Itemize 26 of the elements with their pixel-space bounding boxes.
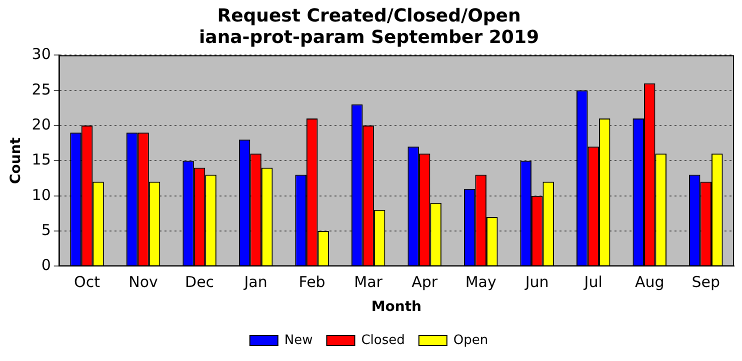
- y-tick-label: 10: [32, 186, 51, 204]
- x-tick-label: Jun: [524, 273, 549, 292]
- x-tick-label: Feb: [298, 273, 326, 292]
- x-tick-label: Dec: [185, 273, 214, 292]
- x-tick-label: Jul: [583, 273, 602, 292]
- x-tick-label: May: [465, 273, 496, 292]
- x-tick-label: Sep: [692, 273, 720, 292]
- y-tick-label: 0: [41, 256, 51, 274]
- chart-title: Request Created/Closed/Open: [217, 5, 521, 26]
- x-axis-title: Month: [371, 299, 422, 316]
- legend-label: New: [284, 332, 314, 348]
- x-tick-label: Apr: [412, 273, 438, 292]
- y-tick-label: 15: [32, 150, 51, 169]
- y-tick-label: 30: [32, 45, 51, 64]
- x-tick-label: Mar: [354, 273, 384, 292]
- legend-label: Open: [453, 332, 488, 348]
- x-tick-label: Oct: [74, 273, 100, 292]
- chart-subtitle: iana-prot-param September 2019: [199, 27, 539, 48]
- x-tick-label: Aug: [634, 273, 664, 292]
- y-tick-label: 20: [32, 115, 51, 134]
- y-tick-label: 5: [41, 220, 51, 239]
- y-tick-label: 25: [32, 80, 51, 98]
- legend-label: Closed: [361, 332, 405, 348]
- x-tick-label: Jan: [243, 273, 268, 292]
- y-axis-title: Count: [8, 137, 24, 184]
- x-tick-label: Nov: [128, 273, 158, 292]
